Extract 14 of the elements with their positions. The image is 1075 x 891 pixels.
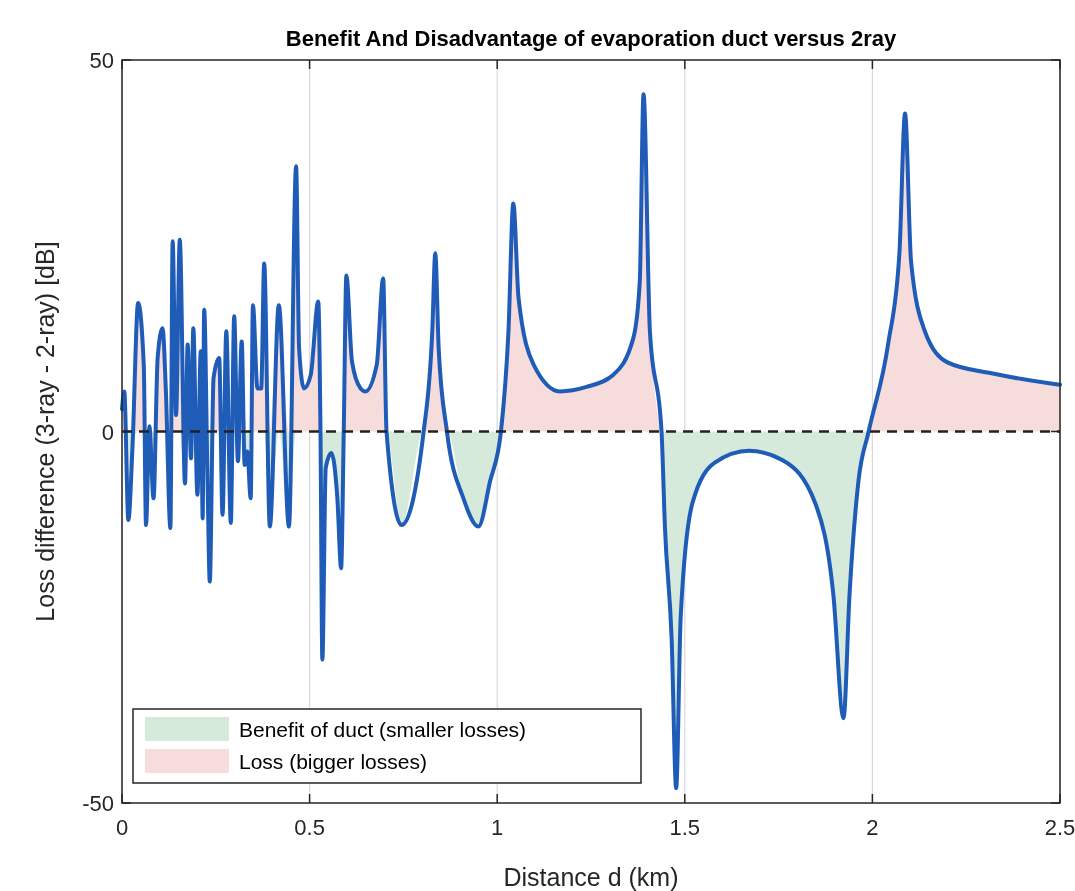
- x-tick-label: 0.5: [294, 815, 325, 840]
- x-axis-title: Distance d (km): [503, 863, 679, 891]
- chart-title: Benefit And Disadvantage of evaporation duct versus 2ray: [285, 26, 897, 51]
- legend-label: Benefit of duct (smaller losses): [239, 718, 527, 741]
- y-tick-label: -50: [82, 791, 114, 816]
- x-tick-label: 2: [866, 815, 879, 840]
- y-tick-label: 50: [89, 48, 114, 73]
- x-tick-label: 2.5: [1044, 815, 1075, 840]
- line-series: [120, 92, 1062, 791]
- y-tick-label: 0: [101, 419, 114, 445]
- x-tick-label: 1: [491, 815, 504, 840]
- legend-label: Loss (bigger losses): [239, 750, 427, 773]
- x-tick-label: 1.5: [669, 815, 701, 840]
- y-axis-title: Loss difference (3-ray - 2-ray) [dB]: [31, 241, 59, 622]
